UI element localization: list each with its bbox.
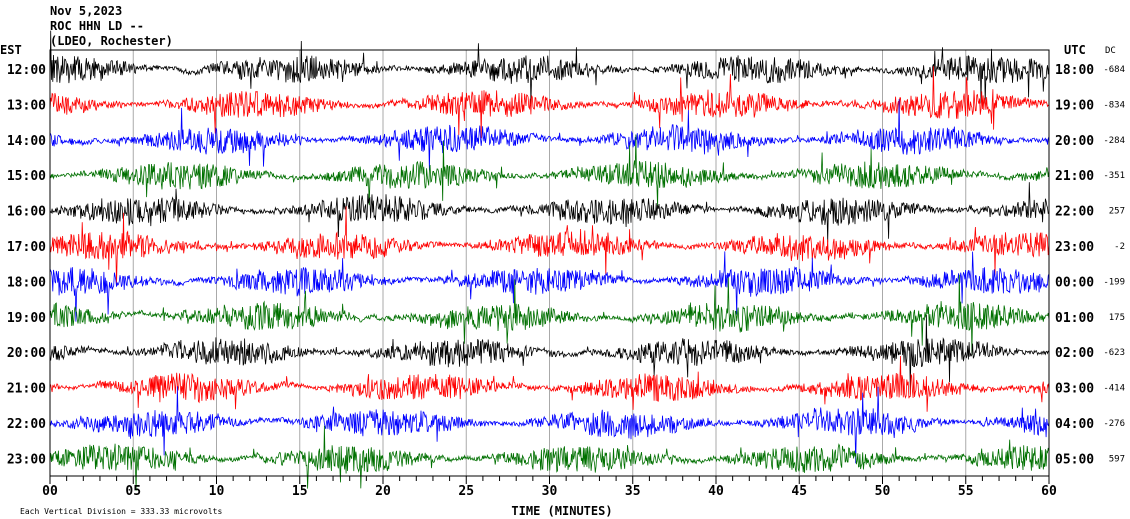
dc-value: -623 xyxy=(1103,348,1125,358)
utc-label: 18:00 xyxy=(1055,63,1094,78)
dc-value: 175 xyxy=(1109,313,1125,323)
est-label: 19:00 xyxy=(7,311,46,326)
x-tick-label: 40 xyxy=(708,484,724,499)
est-label: 16:00 xyxy=(7,205,46,220)
est-label: 22:00 xyxy=(7,417,46,432)
est-label: 21:00 xyxy=(7,382,46,397)
trace-1900 xyxy=(49,274,1050,356)
dc-value: -199 xyxy=(1103,277,1125,287)
utc-label: 01:00 xyxy=(1055,311,1094,326)
est-label: 13:00 xyxy=(7,98,46,113)
date-label: Nov 5,2023 xyxy=(50,4,123,18)
utc-label: 22:00 xyxy=(1055,205,1094,220)
est-label: 12:00 xyxy=(7,63,46,78)
dc-value: -414 xyxy=(1103,384,1125,394)
x-tick-label: 35 xyxy=(625,484,641,499)
x-tick-label: 20 xyxy=(375,484,391,499)
trace-1400 xyxy=(49,99,1050,171)
est-axis-label: EST xyxy=(0,43,22,57)
est-label: 18:00 xyxy=(7,275,46,290)
x-tick-label: 30 xyxy=(542,484,558,499)
dc-axis-label: DC xyxy=(1105,46,1116,56)
dc-value: 597 xyxy=(1109,454,1125,464)
x-tick-label: 25 xyxy=(458,484,474,499)
trace-2200 xyxy=(49,386,1050,464)
dc-value: -276 xyxy=(1103,419,1125,429)
trace-1300 xyxy=(49,66,1050,139)
trace-1500 xyxy=(49,134,1050,208)
trace-1600 xyxy=(49,182,1049,243)
utc-label: 02:00 xyxy=(1055,346,1094,361)
trace-1700 xyxy=(49,206,1050,286)
utc-label: 04:00 xyxy=(1055,417,1094,432)
trace-1800 xyxy=(49,251,1050,322)
est-label: 23:00 xyxy=(7,452,46,467)
est-label: 20:00 xyxy=(7,346,46,361)
x-tick-label: 50 xyxy=(875,484,891,499)
dc-value: -284 xyxy=(1103,136,1125,146)
x-tick-label: 05 xyxy=(125,484,141,499)
utc-label: 00:00 xyxy=(1055,275,1094,290)
trace-2100 xyxy=(49,355,1050,412)
utc-label: 05:00 xyxy=(1055,452,1094,467)
utc-axis-label: UTC xyxy=(1064,43,1086,57)
utc-label: 20:00 xyxy=(1055,134,1094,149)
utc-label: 23:00 xyxy=(1055,240,1094,255)
utc-label: 19:00 xyxy=(1055,98,1094,113)
x-tick-label: 10 xyxy=(209,484,225,499)
est-label: 15:00 xyxy=(7,169,46,184)
x-tick-label: 45 xyxy=(791,484,807,499)
dc-value: -351 xyxy=(1103,171,1125,181)
network-label: (LDEO, Rochester) xyxy=(50,34,173,48)
dc-value: 257 xyxy=(1109,207,1125,217)
est-label: 14:00 xyxy=(7,134,46,149)
x-tick-label: 60 xyxy=(1041,484,1057,499)
trace-2300 xyxy=(49,425,1050,491)
utc-label: 03:00 xyxy=(1055,382,1094,397)
utc-label: 21:00 xyxy=(1055,169,1094,184)
scale-note: Each Vertical Division = 333.33 microvol… xyxy=(20,507,222,516)
dc-value: -2 xyxy=(1114,242,1125,252)
x-axis-title: TIME (MINUTES) xyxy=(511,504,612,518)
dc-value: -834 xyxy=(1103,100,1125,110)
x-tick-label: 55 xyxy=(958,484,974,499)
est-label: 17:00 xyxy=(7,240,46,255)
station-label: ROC HHN LD -- xyxy=(50,19,144,33)
x-tick-label: 00 xyxy=(42,484,58,499)
x-tick-label: 15 xyxy=(292,484,308,499)
trace-1200 xyxy=(49,30,1050,105)
trace-2000 xyxy=(49,314,1050,395)
dc-value: -684 xyxy=(1103,65,1125,75)
